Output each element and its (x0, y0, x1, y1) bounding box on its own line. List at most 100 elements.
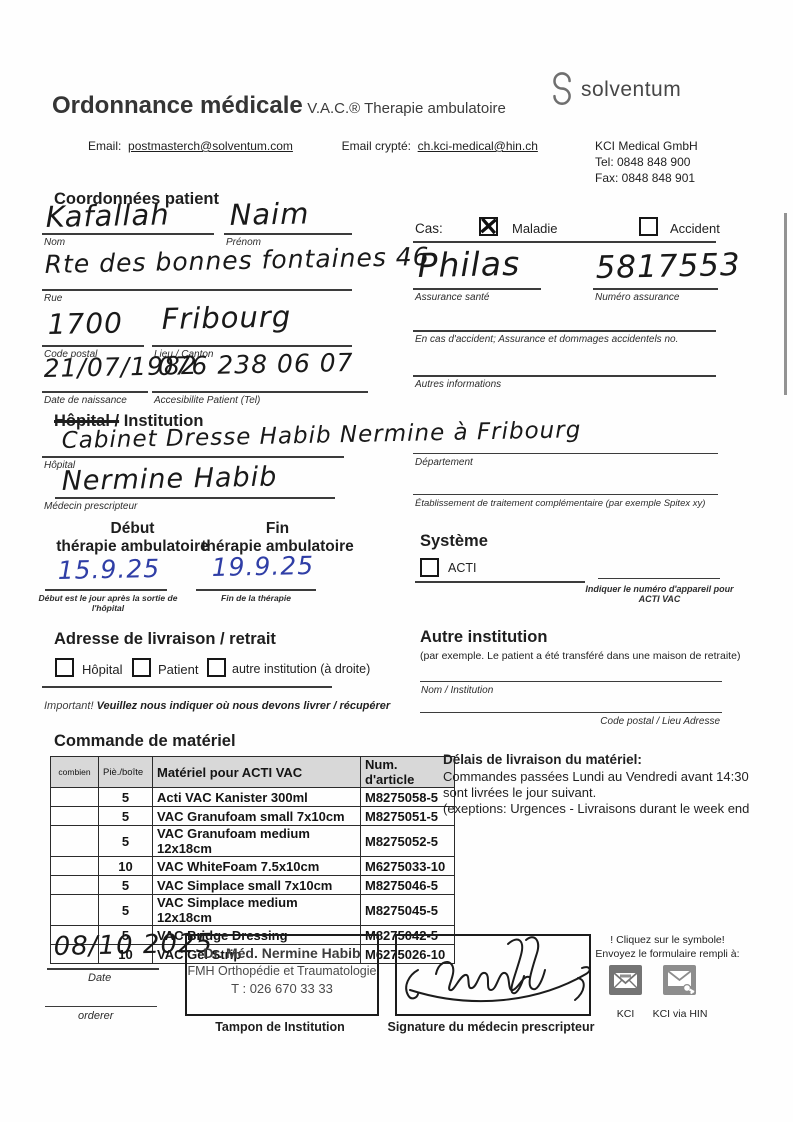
form-subtitle: V.A.C.® Therapie ambulatoire (307, 100, 506, 117)
stamp-speciality: FMH Orthopédie et Traumatologie (187, 963, 377, 978)
livraison-hopital-checkbox[interactable] (55, 658, 74, 677)
assurance-label: Assurance santé (415, 292, 490, 303)
departement-label: Département (415, 457, 473, 468)
form-title: Ordonnance médicale (52, 92, 303, 119)
cell-num: M8275046-5 (360, 875, 455, 895)
assurance-line (413, 288, 541, 290)
numero-line (593, 288, 718, 290)
cell-materiel: VAC Simplace small 7x10cm (152, 875, 361, 895)
prenom-line (224, 233, 352, 235)
date-line (47, 968, 159, 970)
material-table-body: 5 Acti VAC Kanister 300ml M8275058-5 5 VAC G… (50, 787, 455, 964)
cell-num: M8275058-5 (360, 787, 455, 807)
cell-num: M8275045-5 (360, 894, 455, 926)
signature-scribble (388, 928, 603, 1018)
company-fax: Fax: 0848 848 901 (595, 171, 696, 186)
patient-lieu-value: Fribourg (161, 299, 292, 336)
appareil-caption: Indiquer le numéro d'appareil pour ACTI … (585, 584, 734, 604)
appareil-line (598, 578, 720, 579)
solventum-logo-text: solventum (581, 78, 682, 101)
email-label: Email: (88, 139, 122, 153)
adresse-institution-line (420, 712, 722, 713)
kci-via-hin-icon-label: KCI via HIN (652, 1008, 708, 1020)
accident-checkbox[interactable] (639, 217, 658, 236)
signature-box (395, 934, 591, 1016)
nom-institution-label: Nom / Institution (421, 685, 494, 696)
cell-combien (50, 806, 99, 826)
section-hopital-title: Hôpital / Institution (54, 412, 203, 431)
livraison-line (42, 686, 332, 688)
naissance-label: Date de naissance (44, 395, 127, 406)
solventum-logo: solventum (545, 72, 681, 108)
debut-line (45, 589, 167, 591)
stamp-caption: Tampon de Institution (215, 1020, 345, 1034)
cell-materiel: VAC Gel Strip (152, 944, 361, 964)
medecin-label: Médecin prescripteur (44, 501, 138, 512)
cell-combien (50, 856, 99, 876)
livraison-autre-checkbox[interactable] (207, 658, 226, 677)
signature-caption: Signature du médecin prescripteur (387, 1020, 595, 1034)
cell-materiel: VAC WhiteFoam 7.5x10cm (152, 856, 361, 876)
email-link[interactable]: postmasterch@solventum.com (128, 139, 293, 153)
scan-artifact (784, 213, 787, 395)
section-patient-title: Coordonnées patient (54, 190, 220, 208)
hopital-label: Hôpital (44, 460, 76, 471)
table-header-row: combien Piè./boîte Matériel pour ACTI VA… (50, 756, 455, 788)
rue-label: Rue (44, 293, 63, 304)
hopital-title-rest: Institution (123, 412, 204, 430)
livraison-autre-label: autre institution (à droite) (232, 662, 371, 676)
email-row: Email: postmasterch@solventum.com Email … (88, 139, 538, 153)
cell-combien (50, 787, 99, 807)
cell-materiel: Acti VAC Kanister 300ml (152, 787, 361, 807)
solventum-logo-icon (545, 72, 575, 108)
patient-rue-value: Rte des bonnes fontaines 46 (44, 241, 430, 279)
section-commande-title: Commande de matériel (54, 732, 236, 750)
numero-label: Numéro assurance (595, 292, 680, 303)
cell-pie: 5 (98, 806, 153, 826)
delais-line3: (exeptions: Urgences - Livraisons durant… (443, 801, 750, 817)
cell-pie: 10 (98, 944, 153, 964)
click-note-line2: Envoyez le formulaire rempli à: (595, 947, 740, 960)
tel-line (152, 391, 368, 393)
table-row: 5 VAC Granufoam small 7x10cm M8275051-5 (50, 806, 455, 826)
rue-line (42, 289, 352, 291)
livraison-patient-checkbox[interactable] (132, 658, 151, 677)
stamp-phone: T : 026 670 33 33 (231, 980, 333, 996)
email-crypte-link[interactable]: ch.kci-medical@hin.ch (417, 139, 538, 153)
hopital-line (42, 456, 344, 458)
autre-institution-subtitle: (par exemple. Le patient a été transféré… (420, 650, 741, 662)
nom-line (42, 233, 214, 235)
kci-email-icon[interactable] (609, 965, 642, 995)
tel-label: Accesibilite Patient (Tel) (154, 395, 261, 406)
debut-value: 15.9.25 (57, 553, 161, 585)
table-row: 5 Acti VAC Kanister 300ml M8275058-5 (50, 787, 455, 807)
fin-caption: Fin de la thérapie (221, 593, 291, 603)
systeme-line (415, 581, 585, 583)
kci-via-hin-email-icon[interactable] (663, 965, 696, 995)
cell-materiel: VAC Granufoam small 7x10cm (152, 806, 361, 826)
fin-title: Fin thérapie ambulatoire (201, 520, 354, 555)
cell-num: M6275026-10 (360, 944, 455, 964)
accident-info-line (413, 330, 716, 332)
assurance-sante-value: Philas (417, 243, 521, 285)
numero-assurance-value: 5817553 (595, 246, 742, 286)
click-note: ! Cliquez sur le symbole! Envoyez le for… (595, 934, 740, 961)
company-tel: Tel: 0848 848 900 (595, 155, 691, 170)
codepostal-line (42, 345, 144, 347)
email-crypte-label: Email crypté: (341, 139, 411, 153)
debut-caption: Début est le jour après la sortie de l'h… (38, 593, 178, 613)
medecin-line (55, 497, 335, 499)
acti-label: ACTI (448, 561, 477, 575)
click-note-line1: ! Cliquez sur le symbole! (610, 934, 725, 946)
acti-checkbox[interactable] (420, 558, 439, 577)
delais-block: Délais de livraison du matériel: Command… (443, 752, 783, 818)
hopital-title-struck: Hôpital / (54, 412, 120, 430)
codepostal-label: Code postal (44, 349, 98, 360)
orderer-line (45, 1006, 157, 1007)
livraison-hopital-label: Hôpital (82, 662, 123, 677)
maladie-checkbox[interactable] (479, 217, 498, 236)
company-block: KCI Medical GmbH Tel: 0848 848 900 Fax: … (595, 138, 698, 187)
header-materiel: Matériel pour ACTI VAC (152, 756, 361, 788)
section-autre-institution-title: Autre institution (420, 628, 548, 646)
stamp-doctor-name: Dr. Méd. Nermine Habib (203, 945, 361, 961)
